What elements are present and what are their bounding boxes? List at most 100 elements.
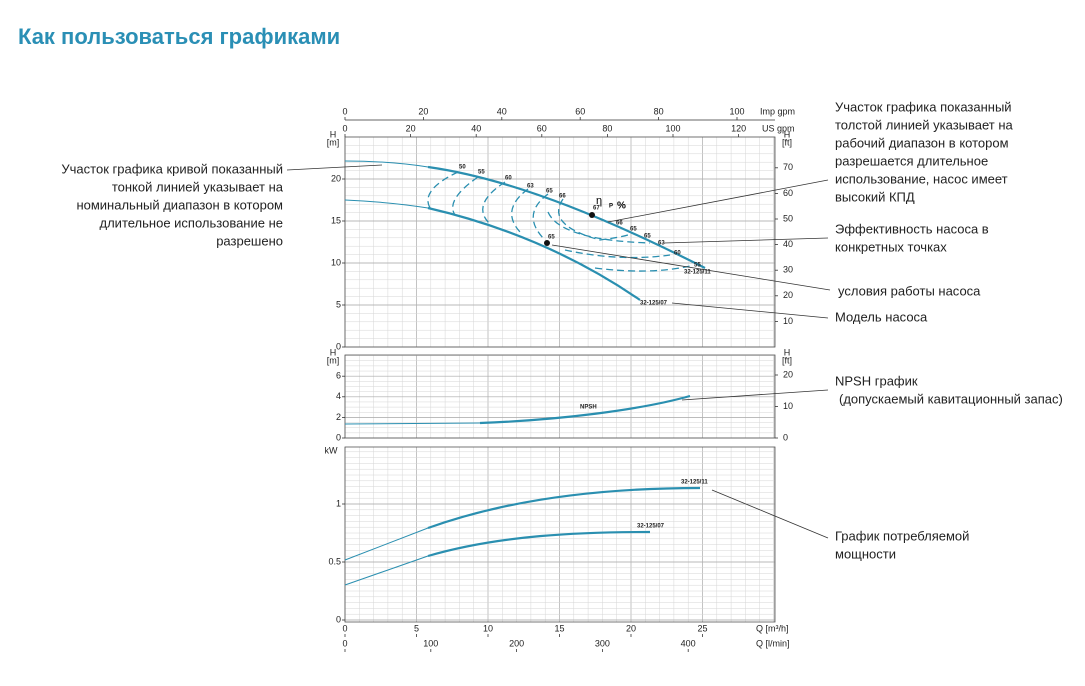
axis-unit: [ft]: [782, 355, 792, 365]
tick-label: 0: [336, 341, 341, 351]
qh-curve-thin: [344, 160, 429, 168]
tick-label: 0: [342, 623, 347, 633]
tick-label: 25: [697, 623, 707, 633]
efficiency-curve: [594, 265, 691, 272]
tick-label: 20: [406, 123, 416, 133]
point-label: 67: [593, 206, 600, 212]
annotation-line: толстой линией указывает на: [835, 117, 1014, 132]
npsh-curve-thin: [344, 422, 481, 425]
leader-line: [711, 489, 829, 539]
efficiency-label: 63: [658, 241, 665, 247]
tick-label: 6: [336, 371, 341, 381]
annotation-line: мощности: [835, 546, 896, 561]
annotation-line: разрешено: [216, 233, 283, 248]
tick-label: 20: [331, 173, 341, 183]
annotation-line: условия работы насоса: [838, 283, 981, 298]
operating-point: [544, 240, 550, 246]
tick-label: 0: [336, 614, 341, 624]
tick-label: 10: [783, 316, 793, 326]
leader-line: [286, 164, 383, 171]
efficiency-curve: [511, 188, 529, 233]
efficiency-curve: [564, 249, 671, 259]
tick-label: 40: [783, 239, 793, 249]
annotation-line: длительное использование не: [100, 215, 283, 230]
annotation-line: рабочий диапазон в котором: [835, 135, 1009, 150]
model-label: 32-125/11: [681, 480, 708, 486]
tick-label: 40: [497, 106, 507, 116]
efficiency-curve: [547, 211, 651, 244]
tick-label: 50: [783, 213, 793, 223]
tick-label: 200: [509, 638, 524, 648]
tick-label: 0: [342, 638, 347, 648]
annotation-line: разрешается длительное: [835, 153, 988, 168]
tick-label: 120: [731, 123, 746, 133]
tick-label: 100: [423, 638, 438, 648]
tick-label: 0: [783, 432, 788, 442]
axis-unit: US gpm: [762, 123, 795, 133]
efficiency-label: 55: [694, 263, 701, 269]
leader-line: [663, 237, 829, 244]
tick-label: 80: [602, 123, 612, 133]
annotation-line: Модель насоса: [835, 309, 928, 324]
tick-label: 100: [729, 106, 744, 116]
tick-label: 5: [414, 623, 419, 633]
axis-name: H: [784, 129, 791, 139]
annotation-line: График потребляемой: [835, 528, 969, 543]
efficiency-label: 63: [527, 184, 534, 190]
tick-label: 2: [336, 412, 341, 422]
qh-curve: [427, 206, 641, 301]
leader-line: [671, 302, 829, 319]
point-label: 65: [548, 235, 555, 241]
npsh-label: NPSH: [580, 405, 597, 411]
axis-name: H: [784, 347, 791, 357]
tick-label: 4: [336, 391, 341, 401]
tick-label: 10: [783, 401, 793, 411]
p-symbol: P: [609, 204, 613, 210]
percent-symbol: %: [617, 201, 626, 212]
efficiency-label: 60: [505, 176, 512, 182]
leader-line: [607, 179, 829, 223]
axis-unit: [m]: [327, 355, 340, 365]
tick-label: 20: [783, 290, 793, 300]
tick-label: 0: [336, 432, 341, 442]
annotation-line: использование, насос имеет: [835, 171, 1008, 186]
efficiency-label: 50: [459, 165, 466, 171]
axis-name: H: [330, 129, 337, 139]
axis-unit: Q [m³/h]: [756, 623, 789, 633]
model-label: 32-125/07: [637, 524, 665, 530]
efficiency-curve: [427, 171, 459, 209]
tick-label: 20: [418, 106, 428, 116]
power-curve: [427, 486, 701, 530]
tick-label: 80: [654, 106, 664, 116]
panel-frame: [344, 136, 776, 348]
efficiency-curve: [557, 198, 633, 241]
leader-line: [551, 244, 831, 291]
tick-label: 70: [783, 162, 793, 172]
efficiency-label: 66: [616, 221, 623, 227]
efficiency-label: 66: [559, 194, 566, 200]
model-label: 32-125/07: [640, 301, 668, 307]
power-curve: [427, 530, 651, 558]
axis-name: H: [330, 347, 337, 357]
tick-label: 60: [783, 188, 793, 198]
tick-label: 1: [336, 498, 341, 508]
efficiency-label: 55: [478, 170, 485, 176]
tick-label: 15: [554, 623, 564, 633]
annotation-line: Участок графика показанный: [835, 99, 1012, 114]
model-label: 32-125/11: [684, 270, 711, 276]
efficiency-label: 60: [674, 251, 681, 257]
page-title: Как пользоваться графиками: [18, 24, 340, 49]
efficiency-curve: [452, 176, 479, 216]
tick-label: 0: [342, 123, 347, 133]
axis-unit: kW: [325, 445, 339, 455]
tick-label: 5: [336, 299, 341, 309]
operating-point: [589, 212, 595, 218]
efficiency-curve: [482, 181, 506, 225]
annotation-line: NPSH график: [835, 373, 918, 388]
tick-label: 60: [537, 123, 547, 133]
tick-label: 0.5: [328, 556, 341, 566]
efficiency-curve: [532, 193, 549, 241]
tick-label: 10: [483, 623, 493, 633]
tick-label: 60: [575, 106, 585, 116]
efficiency-label: 65: [630, 227, 637, 233]
